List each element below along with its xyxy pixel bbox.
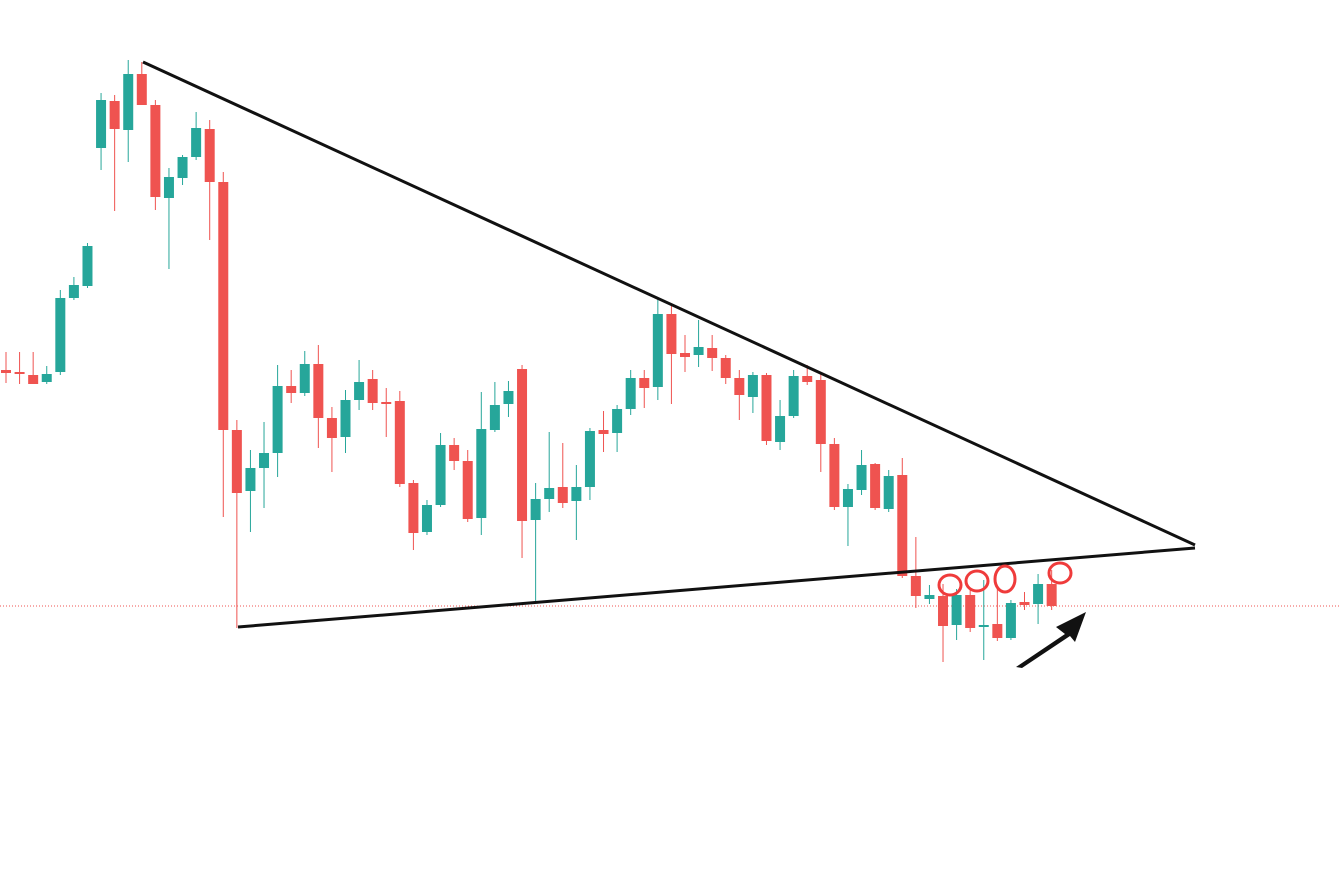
candle-body [55,298,66,372]
candle-body [177,157,188,178]
candle-body [517,369,528,521]
candle-body [313,364,324,418]
candle-body [557,487,568,503]
candle-body [544,488,555,499]
candle-body [136,74,147,105]
candle-body [28,375,39,384]
candle-body [340,400,351,437]
candle-body [1,370,11,373]
candle-body [476,429,487,518]
circle [937,573,963,597]
candle-body [747,375,758,397]
candle-body [326,418,337,438]
candle-body [571,487,582,501]
candle-body [761,375,772,441]
candle-body [150,105,161,197]
candle-body [503,391,514,404]
candle-body [951,595,962,625]
candle-body [965,595,976,628]
candle-body [204,129,215,182]
candle-body [883,476,894,509]
candle-body [354,382,365,400]
candle-body [639,378,650,388]
candle-body [612,409,623,433]
candle-body [924,595,935,599]
candles [1,60,1057,662]
candle-body [720,358,731,378]
candle-body [1046,584,1057,606]
candle-body [707,348,718,358]
candle-body [842,489,853,507]
candle-body [788,376,799,416]
candle-body [829,444,840,507]
candle-body [897,475,908,576]
candle-body [435,445,446,505]
candle-body [910,576,921,596]
candle-body [598,430,609,434]
candle-body [802,376,813,382]
candle-body [489,405,500,430]
candle-body [978,625,989,627]
candle-body [815,380,826,444]
circle [964,569,990,593]
candle-body [41,374,52,382]
candle-body [394,401,405,484]
arrow [1016,612,1086,668]
candle-body [245,468,256,491]
candle-body [1019,602,1030,605]
candle-body [1005,603,1016,638]
candle-body [734,378,745,395]
circle [1047,561,1073,585]
lower-trendline [237,546,1196,629]
candle-body [680,353,690,357]
circles [937,561,1073,597]
candle-body [421,505,432,532]
candle-body [286,386,297,393]
candle-body [1033,584,1044,604]
candle-body [231,430,242,493]
candle-body [938,596,949,626]
candle-body [109,101,120,129]
candle-body [775,416,786,442]
candle-body [652,314,663,387]
candle-body [259,453,270,468]
candle-body [272,386,283,453]
candle-body [191,128,202,157]
candle-body [82,246,93,286]
candle-body [462,461,473,519]
candle-body [299,364,310,393]
candle-body [367,379,378,403]
circle [993,564,1017,594]
candle-body [992,624,1003,638]
candle-body [530,499,541,520]
candle-body [449,445,460,461]
candle-body [218,182,229,430]
candle-body [123,74,134,130]
candle-body [68,285,79,298]
candle-body [584,431,595,487]
candle-body [856,465,867,490]
candle-body [625,378,636,409]
candle-body [96,100,107,148]
candle-body [408,483,419,533]
candle-body [870,464,881,508]
candle-body [693,347,704,355]
candle-body [666,314,677,354]
candle-body [381,402,392,404]
candle-body [163,177,174,198]
upper-trendline [142,60,1196,547]
candle-body [14,372,25,374]
